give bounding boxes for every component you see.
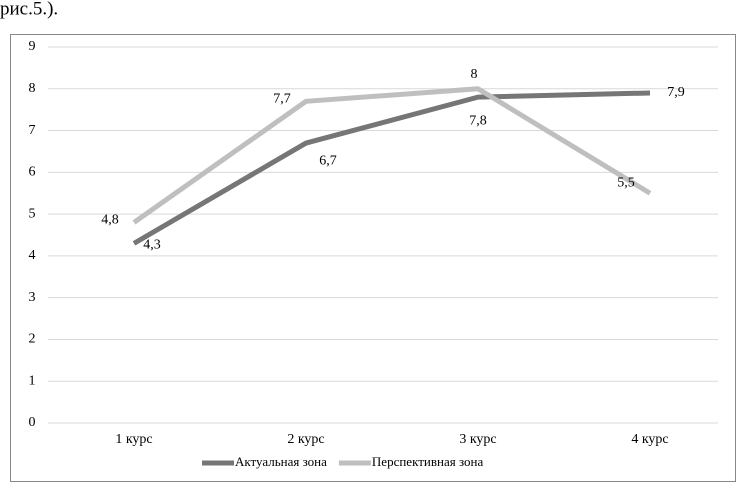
y-tick-label: 5	[29, 206, 36, 221]
y-tick-label: 7	[29, 123, 36, 138]
data-label: 7,7	[273, 92, 291, 107]
y-tick-label: 8	[29, 81, 36, 96]
y-tick-label: 4	[29, 248, 36, 263]
data-label: 7,8	[469, 113, 487, 128]
y-tick-label: 3	[29, 290, 36, 305]
series-line	[132, 86, 652, 225]
legend-label: Перспективная зона	[372, 454, 484, 469]
x-tick-label: 3 курс	[459, 432, 496, 447]
x-tick-label: 1 курс	[115, 432, 152, 447]
y-tick-label: 1	[29, 373, 36, 388]
y-tick-label: 0	[29, 415, 36, 430]
data-label: 8	[471, 67, 478, 82]
chart-frame	[10, 34, 736, 482]
y-tick-label: 2	[29, 332, 36, 347]
y-tick-label: 9	[29, 39, 36, 54]
series-line	[132, 90, 651, 246]
x-tick-label: 2 курс	[287, 432, 324, 447]
data-label: 4,8	[101, 213, 119, 228]
header-text: рис.5.).	[0, 0, 58, 19]
data-label: 6,7	[319, 153, 337, 168]
data-label: 7,9	[667, 85, 685, 100]
data-label: 5,5	[617, 175, 635, 190]
legend-label: Актуальная зона	[235, 454, 327, 469]
y-tick-label: 6	[29, 165, 36, 180]
data-label: 4,3	[143, 238, 161, 253]
x-tick-label: 4 курс	[631, 432, 668, 447]
